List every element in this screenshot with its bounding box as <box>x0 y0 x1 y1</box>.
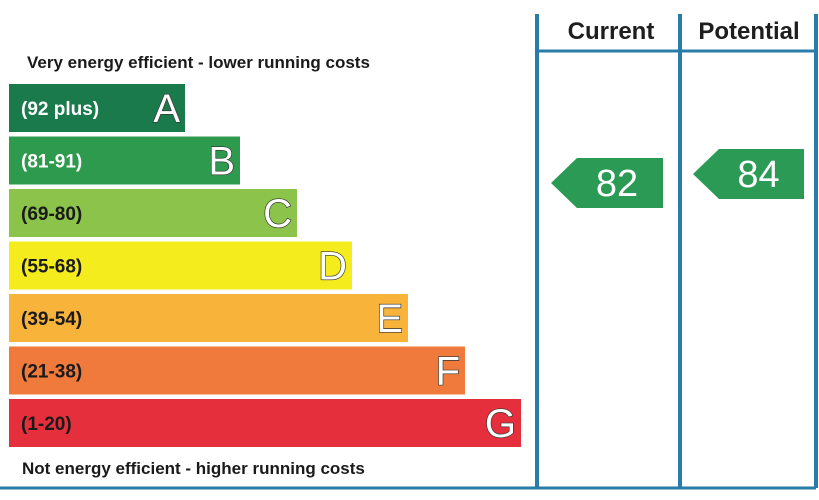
band-range-label: (92 plus) <box>21 99 99 120</box>
current-column-header: Current <box>568 18 655 45</box>
band-range-label: (21-38) <box>21 362 82 383</box>
band-letter: G <box>485 402 516 446</box>
chart-frame <box>0 14 818 490</box>
band-bar <box>9 399 521 447</box>
band-range-label: (39-54) <box>21 309 82 330</box>
band-range-label: (1-20) <box>21 414 72 435</box>
top-caption: Very energy efficient - lower running co… <box>27 53 370 72</box>
rating-arrow-shape <box>551 158 663 208</box>
band-b: (81-91) B <box>9 136 240 185</box>
band-bar <box>9 346 465 395</box>
rating-arrow-shape <box>693 149 804 199</box>
band-bar <box>9 294 408 342</box>
band-letter: B <box>208 140 235 184</box>
band-letter: E <box>376 297 403 341</box>
rating-value: 82 <box>596 163 638 205</box>
band-letter: F <box>436 350 460 394</box>
band-bar <box>9 136 240 185</box>
band-letter: D <box>318 245 347 289</box>
band-letter: A <box>153 87 180 131</box>
current-rating-arrow: 82 <box>551 158 663 208</box>
band-bar <box>9 84 185 132</box>
band-letter: C <box>263 192 292 236</box>
rating-bands: (92 plus) A (81-91) B (69-80) C (55-68) D (39-54… <box>9 84 521 447</box>
band-bar <box>9 189 297 237</box>
rating-arrows: 82 84 <box>551 149 804 208</box>
band-g: (1-20) G <box>9 399 521 447</box>
bottom-caption: Not energy efficient - higher running co… <box>22 459 365 478</box>
band-e: (39-54) E <box>9 294 408 342</box>
band-bar <box>9 241 352 290</box>
band-d: (55-68) D <box>9 241 352 290</box>
potential-column-header: Potential <box>698 18 799 45</box>
band-f: (21-38) F <box>9 346 465 395</box>
rating-value: 84 <box>737 154 779 196</box>
band-range-label: (55-68) <box>21 257 82 278</box>
band-range-label: (69-80) <box>21 204 82 225</box>
band-range-label: (81-91) <box>21 152 82 173</box>
band-c: (69-80) C <box>9 189 297 237</box>
potential-rating-arrow: 84 <box>693 149 804 199</box>
band-a: (92 plus) A <box>9 84 185 132</box>
